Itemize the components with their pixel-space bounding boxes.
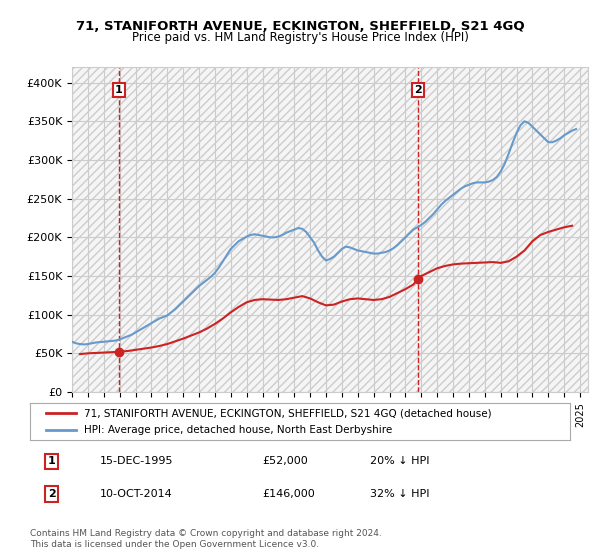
Text: 15-DEC-1995: 15-DEC-1995 (100, 456, 174, 466)
Text: HPI: Average price, detached house, North East Derbyshire: HPI: Average price, detached house, Nort… (84, 425, 392, 435)
Text: 10-OCT-2014: 10-OCT-2014 (100, 489, 173, 499)
Text: 1: 1 (115, 85, 123, 95)
Text: Contains HM Land Registry data © Crown copyright and database right 2024.
This d: Contains HM Land Registry data © Crown c… (30, 529, 382, 549)
Text: £52,000: £52,000 (262, 456, 308, 466)
Text: 71, STANIFORTH AVENUE, ECKINGTON, SHEFFIELD, S21 4GQ: 71, STANIFORTH AVENUE, ECKINGTON, SHEFFI… (76, 20, 524, 32)
Text: 1: 1 (48, 456, 55, 466)
Text: 2: 2 (48, 489, 55, 499)
Text: 32% ↓ HPI: 32% ↓ HPI (370, 489, 430, 499)
Text: 71, STANIFORTH AVENUE, ECKINGTON, SHEFFIELD, S21 4GQ (detached house): 71, STANIFORTH AVENUE, ECKINGTON, SHEFFI… (84, 408, 491, 418)
Text: 20% ↓ HPI: 20% ↓ HPI (370, 456, 430, 466)
Text: Price paid vs. HM Land Registry's House Price Index (HPI): Price paid vs. HM Land Registry's House … (131, 31, 469, 44)
Text: £146,000: £146,000 (262, 489, 315, 499)
Text: 2: 2 (414, 85, 422, 95)
